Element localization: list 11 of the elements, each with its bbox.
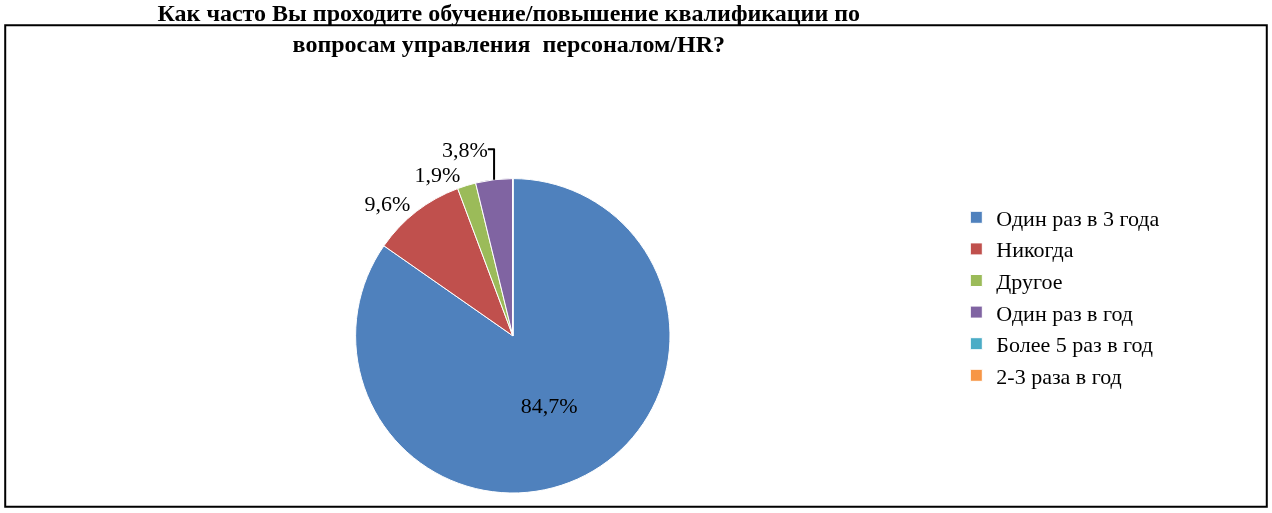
data-label: 1,9% <box>414 161 461 187</box>
legend-label: Более 5 раз в год <box>996 332 1154 358</box>
legend-label: Один раз в год <box>996 300 1134 326</box>
legend-label: Один раз в 3 года <box>996 205 1160 231</box>
legend-label: Другое <box>996 269 1063 295</box>
chart-title: Как часто Вы проходите обучение/повышение квалификации по вопросам управления персоналом/HR? <box>157 0 861 57</box>
data-label: 9,6% <box>364 191 411 217</box>
legend-label: 2-3 раза в год <box>996 363 1122 389</box>
data-label: 84,7% <box>520 392 578 418</box>
data-label: 3,8% <box>442 136 488 162</box>
legend-label: Никогда <box>996 237 1074 263</box>
